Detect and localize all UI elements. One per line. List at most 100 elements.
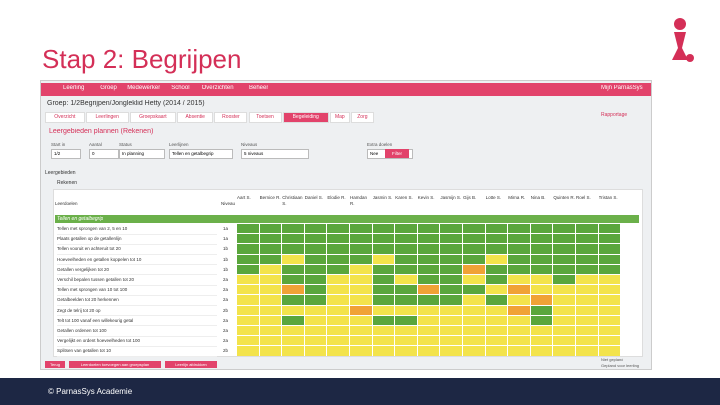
- plan-cell[interactable]: [508, 315, 530, 325]
- plan-cell[interactable]: [350, 315, 372, 325]
- plan-cell[interactable]: [327, 295, 349, 305]
- plan-cell[interactable]: [576, 285, 598, 295]
- tab[interactable]: Toetsen: [248, 112, 282, 123]
- plan-cell[interactable]: [395, 305, 417, 315]
- plan-cell[interactable]: [598, 326, 621, 336]
- plan-cell[interactable]: [508, 346, 530, 356]
- plan-cell[interactable]: [395, 224, 417, 234]
- nav-item[interactable]: School: [171, 85, 190, 91]
- tab[interactable]: Groepskaart: [129, 112, 176, 123]
- tab[interactable]: Map: [329, 112, 350, 123]
- plan-cell[interactable]: [463, 285, 485, 295]
- plan-cell[interactable]: [508, 295, 530, 305]
- plan-cell[interactable]: [440, 244, 462, 254]
- plan-cell[interactable]: [395, 315, 417, 325]
- plan-cell[interactable]: [237, 254, 259, 264]
- plan-cell[interactable]: [576, 326, 598, 336]
- plan-cell[interactable]: [237, 285, 259, 295]
- plan-cell[interactable]: [463, 254, 485, 264]
- plan-cell[interactable]: [485, 326, 508, 336]
- plan-cell[interactable]: [304, 254, 327, 264]
- plan-cell[interactable]: [417, 315, 440, 325]
- plan-cell[interactable]: [576, 336, 598, 346]
- plan-cell[interactable]: [553, 315, 575, 325]
- plan-cell[interactable]: [463, 326, 485, 336]
- plan-cell[interactable]: [598, 275, 621, 285]
- plan-cell[interactable]: [372, 264, 395, 274]
- plan-cell[interactable]: [395, 336, 417, 346]
- plan-cell[interactable]: [259, 254, 282, 264]
- plan-cell[interactable]: [304, 224, 327, 234]
- plan-cell[interactable]: [576, 244, 598, 254]
- plan-cell[interactable]: [282, 346, 304, 356]
- plan-cell[interactable]: [508, 326, 530, 336]
- plan-cell[interactable]: [598, 234, 621, 244]
- plan-cell[interactable]: [463, 264, 485, 274]
- plan-cell[interactable]: [463, 315, 485, 325]
- plan-cell[interactable]: [237, 275, 259, 285]
- plan-cell[interactable]: [372, 305, 395, 315]
- plan-cell[interactable]: [372, 254, 395, 264]
- plan-cell[interactable]: [576, 346, 598, 356]
- plan-cell[interactable]: [463, 234, 485, 244]
- plan-cell[interactable]: [282, 285, 304, 295]
- button[interactable]: Terug: [45, 361, 65, 368]
- plan-cell[interactable]: [282, 315, 304, 325]
- plan-cell[interactable]: [282, 305, 304, 315]
- plan-cell[interactable]: [440, 295, 462, 305]
- plan-cell[interactable]: [440, 224, 462, 234]
- plan-cell[interactable]: [259, 326, 282, 336]
- plan-cell[interactable]: [350, 346, 372, 356]
- plan-cell[interactable]: [327, 305, 349, 315]
- plan-cell[interactable]: [372, 234, 395, 244]
- plan-cell[interactable]: [304, 295, 327, 305]
- plan-cell[interactable]: [598, 305, 621, 315]
- plan-cell[interactable]: [440, 305, 462, 315]
- plan-cell[interactable]: [237, 264, 259, 274]
- plan-cell[interactable]: [576, 315, 598, 325]
- plan-cell[interactable]: [598, 346, 621, 356]
- plan-cell[interactable]: [282, 234, 304, 244]
- filter-input[interactable]: 0: [89, 149, 119, 159]
- plan-cell[interactable]: [417, 264, 440, 274]
- plan-cell[interactable]: [282, 326, 304, 336]
- plan-cell[interactable]: [576, 254, 598, 264]
- plan-cell[interactable]: [327, 224, 349, 234]
- plan-cell[interactable]: [576, 295, 598, 305]
- plan-cell[interactable]: [282, 224, 304, 234]
- plan-cell[interactable]: [417, 275, 440, 285]
- plan-cell[interactable]: [327, 275, 349, 285]
- plan-cell[interactable]: [508, 224, 530, 234]
- plan-cell[interactable]: [237, 305, 259, 315]
- plan-cell[interactable]: [350, 336, 372, 346]
- plan-cell[interactable]: [530, 346, 553, 356]
- nav-item[interactable]: Leerling: [63, 85, 85, 91]
- plan-cell[interactable]: [259, 224, 282, 234]
- plan-cell[interactable]: [530, 224, 553, 234]
- button[interactable]: Leerlijn afdrukken: [165, 361, 217, 368]
- plan-cell[interactable]: [530, 315, 553, 325]
- plan-cell[interactable]: [237, 315, 259, 325]
- plan-cell[interactable]: [350, 224, 372, 234]
- plan-cell[interactable]: [259, 346, 282, 356]
- plan-cell[interactable]: [259, 285, 282, 295]
- plan-cell[interactable]: [282, 336, 304, 346]
- plan-cell[interactable]: [553, 254, 575, 264]
- plan-cell[interactable]: [417, 224, 440, 234]
- plan-cell[interactable]: [553, 285, 575, 295]
- plan-cell[interactable]: [485, 346, 508, 356]
- tab[interactable]: Leerlingen: [85, 112, 129, 123]
- plan-cell[interactable]: [553, 326, 575, 336]
- plan-cell[interactable]: [372, 326, 395, 336]
- plan-cell[interactable]: [576, 275, 598, 285]
- plan-cell[interactable]: [485, 234, 508, 244]
- plan-cell[interactable]: [259, 244, 282, 254]
- plan-cell[interactable]: [282, 264, 304, 274]
- plan-cell[interactable]: [282, 244, 304, 254]
- plan-cell[interactable]: [530, 275, 553, 285]
- plan-cell[interactable]: [485, 295, 508, 305]
- plan-cell[interactable]: [372, 336, 395, 346]
- plan-cell[interactable]: [553, 244, 575, 254]
- plan-cell[interactable]: [553, 264, 575, 274]
- plan-cell[interactable]: [327, 254, 349, 264]
